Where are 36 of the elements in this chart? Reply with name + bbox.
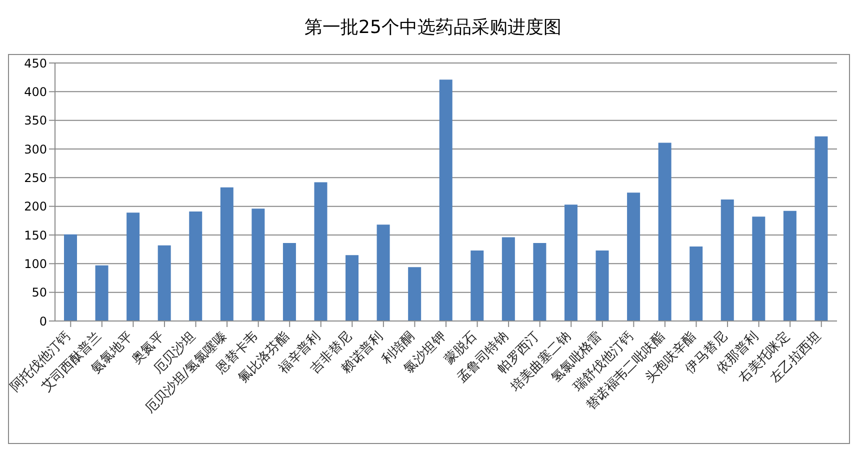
bar bbox=[95, 265, 108, 321]
bar bbox=[564, 204, 578, 321]
bar bbox=[533, 243, 546, 321]
bar bbox=[596, 250, 609, 321]
bar bbox=[627, 192, 640, 321]
chart-title: 第一批25个中选药品采购进度图 bbox=[304, 16, 562, 40]
bar bbox=[408, 267, 422, 321]
y-tick-label: 300 bbox=[24, 142, 47, 156]
bar bbox=[690, 246, 703, 321]
bar bbox=[126, 212, 140, 321]
y-tick-label: 100 bbox=[24, 256, 47, 271]
bar bbox=[783, 210, 796, 321]
bar bbox=[252, 208, 265, 321]
y-tick-label: 50 bbox=[32, 286, 47, 300]
y-tick-label: 150 bbox=[24, 228, 47, 242]
bar bbox=[470, 250, 484, 321]
y-tick-label: 200 bbox=[24, 200, 47, 214]
bar bbox=[282, 243, 296, 321]
bar bbox=[346, 255, 359, 321]
bar bbox=[64, 234, 77, 321]
y-tick-label: 450 bbox=[24, 56, 47, 70]
bar bbox=[720, 199, 734, 321]
y-tick-label: 0 bbox=[39, 314, 47, 328]
bar bbox=[814, 136, 828, 321]
bar bbox=[752, 216, 766, 321]
y-tick-label: 400 bbox=[24, 84, 47, 99]
bar bbox=[314, 182, 328, 321]
bar bbox=[658, 142, 672, 321]
bar bbox=[189, 211, 202, 321]
y-tick-label: 350 bbox=[24, 114, 47, 128]
bar bbox=[376, 224, 390, 321]
bar bbox=[502, 237, 515, 321]
bar bbox=[220, 187, 234, 321]
bar bbox=[158, 245, 171, 321]
bar bbox=[439, 80, 452, 321]
y-tick-label: 250 bbox=[24, 170, 47, 185]
